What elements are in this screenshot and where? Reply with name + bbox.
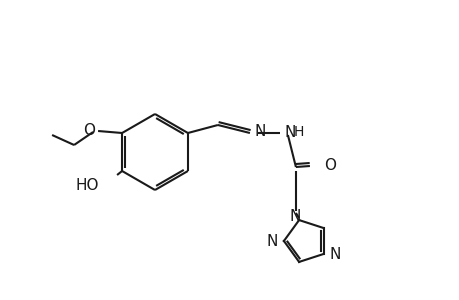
Text: N: N (289, 208, 300, 224)
Text: N: N (284, 124, 296, 140)
Text: HO: HO (75, 178, 99, 193)
Text: O: O (323, 158, 335, 172)
Text: N: N (329, 248, 340, 262)
Text: N: N (266, 235, 277, 250)
Text: N: N (254, 124, 266, 139)
Text: O: O (83, 122, 95, 137)
Text: H: H (293, 125, 303, 139)
